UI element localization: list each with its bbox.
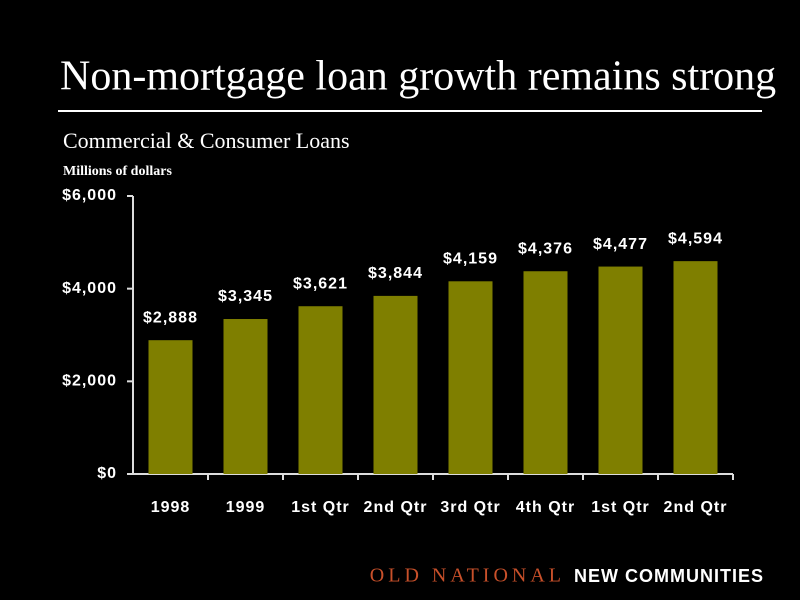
y-tick-label: $0 [97,465,117,482]
bar [448,281,493,474]
bar [598,266,643,474]
value-label: $4,376 [518,240,573,257]
x-tick-label: 2nd Qtr [664,499,728,516]
bar [523,271,568,474]
x-tick-label: 2nd Qtr [364,499,428,516]
x-tick-label: 4th Qtr [516,499,575,516]
footer-brand: OLD NATIONAL [370,565,565,587]
x-tick-label: 1st Qtr [291,499,350,516]
value-label: $2,888 [143,309,198,326]
value-label: $4,159 [443,251,498,268]
x-tick-label: 1st Qtr [591,499,650,516]
x-tick-label: 3rd Qtr [440,499,500,516]
y-tick-label: $6,000 [62,187,117,204]
bar [148,340,193,474]
slide-title: Non-mortgage loan growth remains strong [60,54,776,100]
bar [673,261,718,474]
value-label: $3,844 [368,265,423,282]
value-label: $3,621 [293,275,348,292]
value-label: $3,345 [218,288,273,305]
bar [223,319,268,474]
bar [373,295,418,474]
x-tick-label: 1999 [226,499,266,516]
x-tick-label: 1998 [151,499,191,516]
value-label: $4,594 [668,230,723,247]
bar [298,306,343,474]
y-tick-label: $2,000 [62,373,117,390]
y-axis-label: Millions of dollars [63,164,172,179]
value-label: $4,477 [593,236,648,253]
footer-tagline: NEW COMMUNITIES [574,566,764,586]
y-tick-label: $4,000 [62,280,117,297]
chart-subtitle: Commercial & Consumer Loans [63,128,350,153]
